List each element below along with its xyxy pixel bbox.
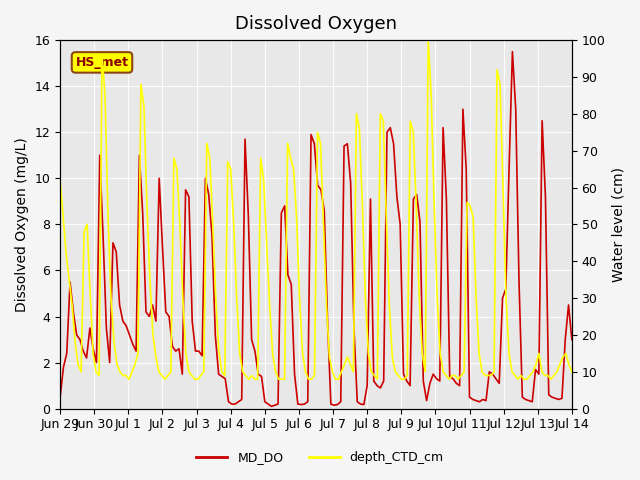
Y-axis label: Dissolved Oxygen (mg/L): Dissolved Oxygen (mg/L)	[15, 137, 29, 312]
MD_DO	[413, 192, 420, 197]
MD_DO	[268, 404, 275, 409]
depth_CTD_cm	[332, 376, 339, 382]
MD_DO	[568, 336, 576, 342]
depth_CTD_cm	[224, 159, 232, 165]
depth_CTD_cm	[568, 369, 576, 375]
Line: MD_DO: MD_DO	[60, 52, 572, 407]
Y-axis label: Water level (cm): Water level (cm)	[611, 167, 625, 282]
depth_CTD_cm	[95, 372, 103, 378]
depth_CTD_cm	[290, 166, 298, 172]
depth_CTD_cm	[209, 221, 216, 227]
MD_DO	[364, 383, 371, 388]
MD_DO	[472, 398, 480, 404]
depth_CTD_cm	[56, 177, 64, 183]
depth_CTD_cm	[362, 295, 369, 301]
depth_CTD_cm	[424, 37, 432, 43]
Text: HS_met: HS_met	[76, 56, 129, 69]
Legend: MD_DO, depth_CTD_cm: MD_DO, depth_CTD_cm	[191, 446, 449, 469]
MD_DO	[271, 402, 278, 408]
Line: depth_CTD_cm: depth_CTD_cm	[60, 40, 572, 379]
MD_DO	[248, 336, 255, 342]
depth_CTD_cm	[125, 376, 133, 382]
MD_DO	[185, 194, 193, 200]
Title: Dissolved Oxygen: Dissolved Oxygen	[235, 15, 397, 33]
MD_DO	[509, 49, 516, 55]
MD_DO	[56, 394, 64, 400]
